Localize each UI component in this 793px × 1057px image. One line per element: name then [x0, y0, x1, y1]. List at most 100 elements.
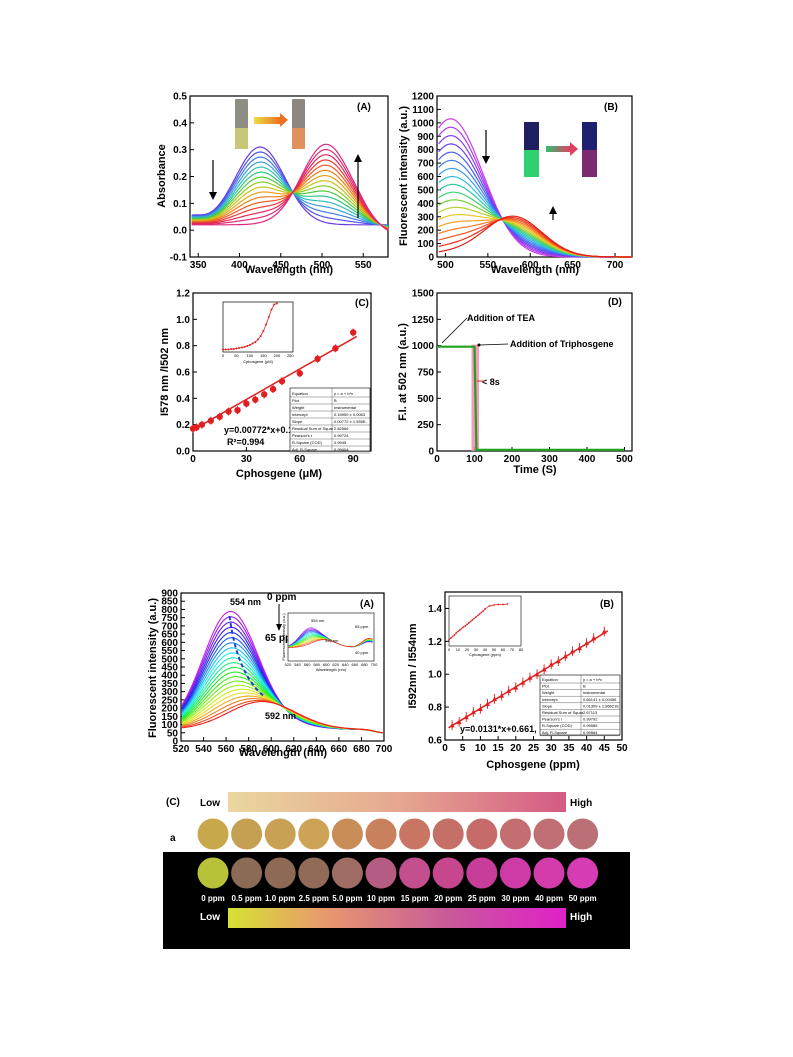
x-axis-label: Time (S) [513, 464, 557, 476]
inset-tick-label: 80 [519, 647, 524, 652]
y-tick-label: 500 [417, 185, 434, 196]
y-axis-label: F.I. at 502 nm (a.u.) [397, 323, 409, 421]
inset-point [448, 639, 450, 641]
data-point [252, 396, 259, 403]
x-tick-label: 5 [460, 743, 466, 754]
data-point [520, 679, 526, 685]
swatch-fluorescent [399, 857, 431, 889]
y-tick-label: 500 [161, 654, 178, 665]
row-b-label: b [170, 872, 176, 883]
inset-plot: 0 50 100 150 200 250 Cphosgene (μM) [222, 301, 294, 364]
data-point [207, 417, 214, 424]
swatch-fluorescent [432, 857, 464, 889]
x-tick-label: 300 [541, 454, 558, 465]
annotation-triphosgene: Addition of Triphosgene [510, 339, 614, 349]
gradient-high-label: High [570, 798, 592, 809]
fit-table-key: Plot [542, 684, 550, 689]
inset-point [230, 348, 233, 350]
color-change-arrow [546, 146, 570, 152]
y-tick-label: 300 [161, 687, 178, 698]
panel-label: (A) [357, 102, 371, 113]
swatch-fluorescent [365, 857, 397, 889]
inset-tick-label: 640 [342, 662, 349, 667]
panel-bottom-b: 0 5 10 15 20 25 30 35 40 45 50 0.6 0.8 1.0 1.2 1.4 (B) y=… [407, 591, 628, 771]
fit-table-value: 0.99585 [583, 723, 598, 728]
absorbance-series [191, 171, 389, 228]
panel-label: (B) [600, 599, 614, 610]
y-tick-label: 1.0 [176, 315, 190, 326]
absorbance-series [191, 180, 389, 229]
x-tick-label: 520 [173, 744, 190, 755]
swatch-fluorescent [197, 857, 229, 889]
y-tick-label: 1100 [412, 105, 434, 116]
fit-table-key: Weight [542, 690, 555, 695]
fit-table-value: 0.66141 ± 0.00456 [583, 697, 617, 702]
gradient-high-label-b: High [570, 912, 592, 923]
swatch-dry [298, 818, 330, 850]
inset-point [462, 626, 465, 628]
x-tick-label: 500 [314, 260, 331, 271]
fluorescence-series [438, 167, 632, 258]
swatch-label: 15 ppm [401, 894, 429, 903]
inset-tick-label: 150 [260, 353, 267, 358]
x-tick-label: 25 [528, 743, 540, 754]
inset-tick-label: 600 [323, 662, 330, 667]
inset-point [227, 348, 230, 351]
inset-tick-label: 580 [313, 662, 320, 667]
data-point [492, 696, 498, 702]
inset-x-label: Cphosgene (μM) [243, 359, 274, 364]
inset-point [246, 345, 249, 347]
inset-tick-label: 0 [222, 353, 225, 358]
swatch-dry [365, 818, 397, 850]
swatch-label: 30 ppm [501, 894, 529, 903]
vial-solution-after [582, 150, 597, 177]
inset-point [222, 348, 224, 351]
fit-table-value: 2.82566 [334, 426, 349, 431]
y-tick-label: 500 [417, 394, 434, 405]
fit-table-key: Weight [292, 405, 305, 410]
swatch-dry [567, 818, 599, 850]
fit-table-value: 0.01309 ± 1.86621E [583, 703, 619, 708]
swatch-dry [466, 818, 498, 850]
y-tick-label: 750 [417, 368, 434, 379]
gradient-low-label-b: Low [200, 912, 220, 923]
data-point [591, 635, 597, 641]
annotation-tea: Addition of TEA [467, 313, 535, 323]
y-tick-label: 200 [161, 704, 178, 715]
x-tick-label: 30 [546, 743, 558, 754]
x-tick-label: 100 [466, 454, 483, 465]
inset-point [267, 316, 270, 318]
fit-table-key: Slope [542, 703, 553, 708]
data-point [477, 706, 483, 711]
inset-point [469, 620, 472, 623]
x-tick-label: 500 [437, 260, 454, 271]
inset-point [473, 617, 476, 620]
x-tick-label: 200 [504, 454, 521, 465]
ppm-series [181, 666, 383, 734]
swatch-label: 1.0 ppm [265, 894, 295, 903]
y-tick-label: 700 [417, 159, 434, 170]
inset-point [235, 347, 238, 350]
inset-point [478, 613, 481, 615]
x-tick-label: 600 [263, 744, 280, 755]
inset-point [243, 346, 246, 348]
y-tick-label: 1.2 [428, 637, 442, 648]
panel-b-fluorescence: 500 550 600 650 700 0 100 200 300 400 500 600 700 800… [398, 92, 633, 276]
y-tick-label: 800 [161, 605, 178, 616]
fit-table-key: Adj. R-Square [542, 730, 568, 735]
y-tick-label: 700 [161, 621, 178, 632]
data-point [449, 722, 455, 728]
data-point [296, 370, 303, 377]
x-axis-label: Wavelength (nm) [239, 747, 328, 759]
x-tick-label: 700 [376, 744, 393, 755]
swatch-label: 25 ppm [468, 894, 496, 903]
panel-label: (B) [604, 102, 618, 113]
y-tick-label: 0 [172, 737, 178, 748]
y-tick-label: 100 [417, 239, 434, 250]
fluorescence-series [438, 215, 632, 258]
data-point [261, 391, 268, 398]
x-axis-label: Cphosgene (ppm) [486, 759, 580, 771]
vial-solution-before [524, 150, 539, 177]
